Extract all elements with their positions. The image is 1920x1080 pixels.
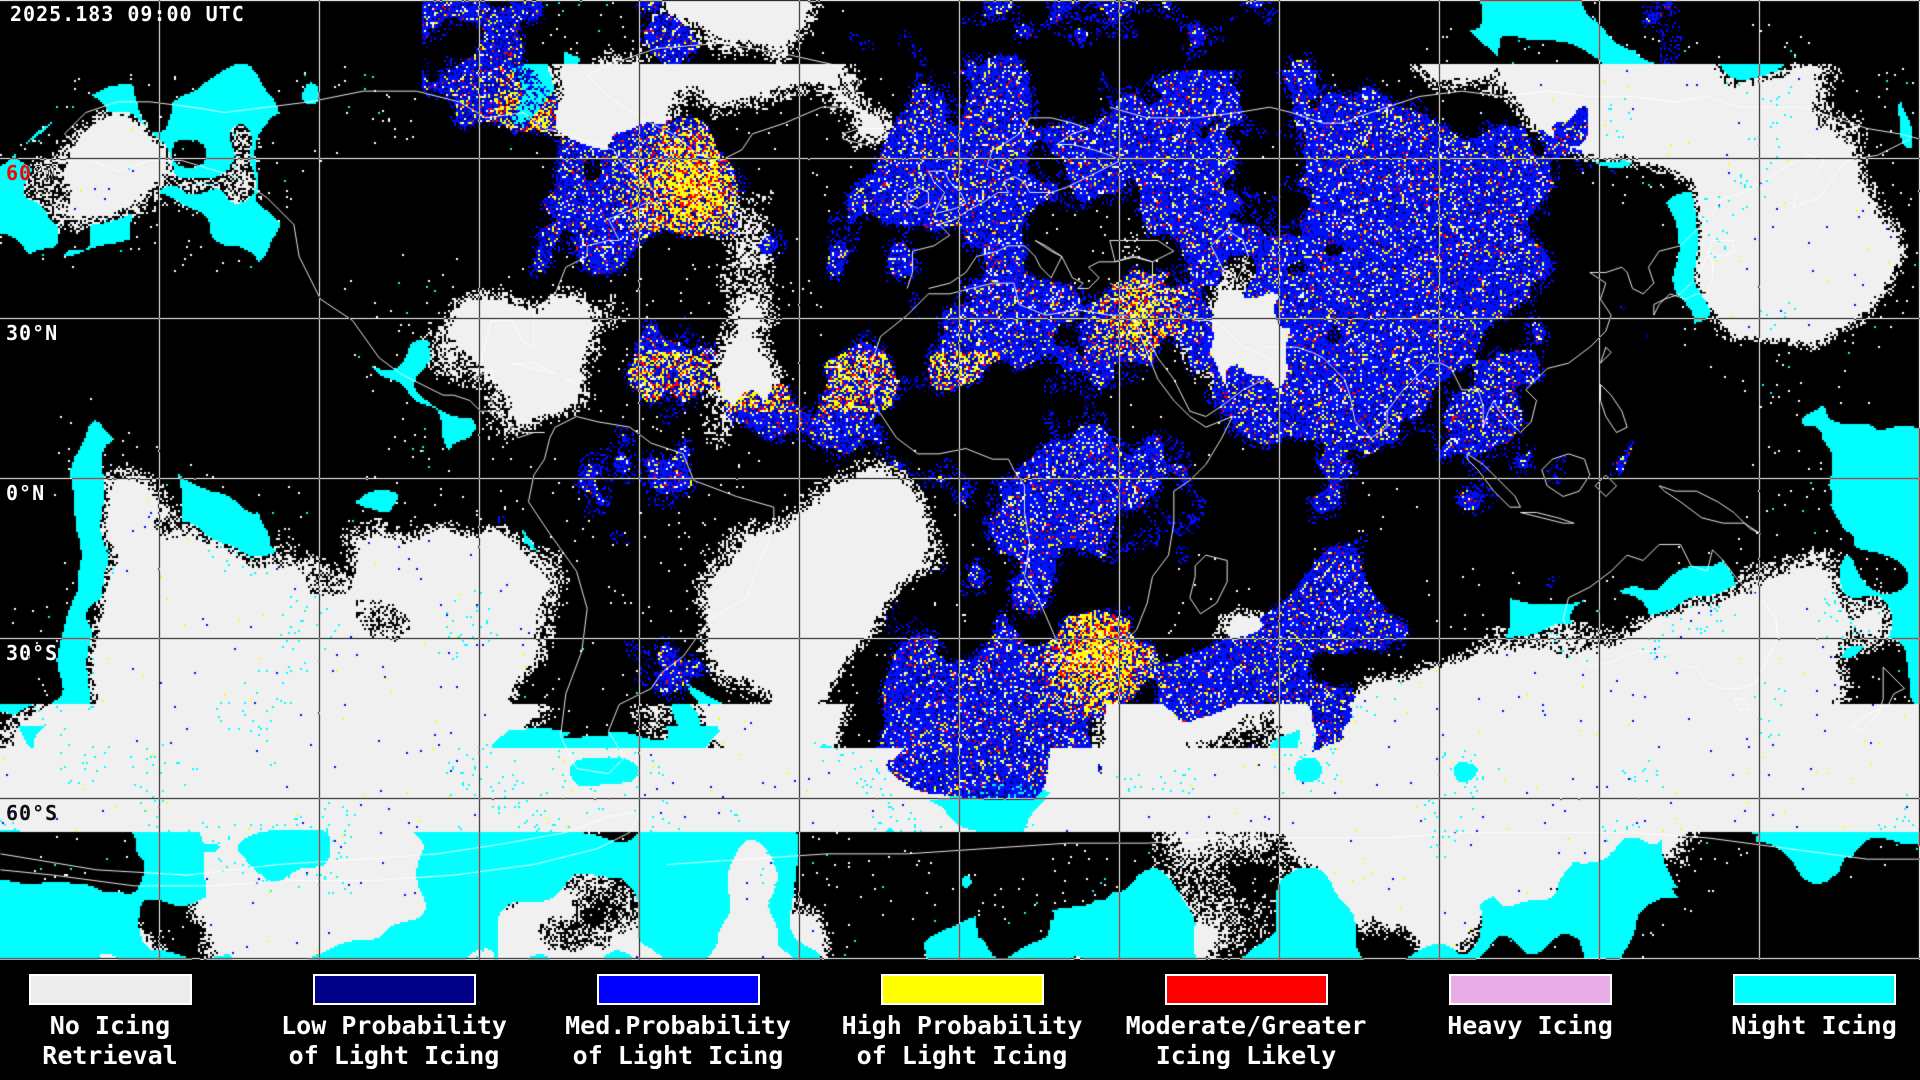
legend-item-high-prob: High Probability of Light Icing: [817, 974, 1107, 1071]
legend-item-heavy: Heavy Icing: [1385, 974, 1675, 1041]
legend-label: Night Icing: [1669, 1011, 1920, 1041]
legend-label: Med.Probability of Light Icing: [533, 1011, 823, 1071]
legend-item-night: Night Icing: [1669, 974, 1920, 1041]
legend-label-line1: Low Probability: [281, 1011, 507, 1040]
legend-label: No Icing Retrieval: [0, 1011, 255, 1071]
legend-label: Moderate/Greater Icing Likely: [1101, 1011, 1391, 1071]
legend-label-line1: Moderate/Greater: [1125, 1011, 1367, 1040]
legend-label-line2: Icing Likely: [1155, 1041, 1337, 1070]
lat-label-0: 0°N: [6, 481, 46, 505]
legend-item-low-prob: Low Probability of Light Icing: [249, 974, 539, 1071]
map-area: 2025.183 09:00 UTC 60°N 30°N 0°N 30°S 60…: [0, 0, 1920, 960]
legend-label: Low Probability of Light Icing: [249, 1011, 539, 1071]
legend-swatch-night: [1732, 974, 1896, 1005]
legend-label-line1: No Icing: [49, 1011, 171, 1040]
lat-label-30n: 30°N: [6, 321, 59, 345]
legend-label-line1: Night Icing: [1731, 1011, 1897, 1040]
legend-label: High Probability of Light Icing: [817, 1011, 1107, 1071]
lat-label-60s: 60°S: [6, 801, 59, 825]
legend-item-no-icing: No Icing Retrieval: [0, 974, 255, 1071]
global-icing-map-canvas: [0, 0, 1920, 960]
legend-item-med-prob: Med.Probability of Light Icing: [533, 974, 823, 1071]
timestamp-label: 2025.183 09:00 UTC: [10, 2, 245, 26]
legend-label-line1: High Probability: [841, 1011, 1083, 1040]
legend-label: Heavy Icing: [1385, 1011, 1675, 1041]
legend-swatch-no-icing: [28, 974, 192, 1005]
legend-label-line1: Heavy Icing: [1447, 1011, 1613, 1040]
legend-swatch-high-prob: [880, 974, 1044, 1005]
legend-swatch-heavy: [1448, 974, 1612, 1005]
lat-label-60n: 60°N: [6, 161, 59, 185]
legend-label-line2: of Light Icing: [288, 1041, 500, 1070]
legend-label-line2: Retrieval: [42, 1041, 178, 1070]
lat-label-30s: 30°S: [6, 641, 59, 665]
legend-item-moderate: Moderate/Greater Icing Likely: [1101, 974, 1391, 1071]
legend: No Icing Retrieval Low Probability of Li…: [0, 960, 1920, 1080]
legend-label-line1: Med.Probability: [565, 1011, 791, 1040]
legend-swatch-moderate: [1164, 974, 1328, 1005]
legend-label-line2: of Light Icing: [856, 1041, 1068, 1070]
legend-swatch-low-prob: [312, 974, 476, 1005]
legend-swatch-med-prob: [596, 974, 760, 1005]
legend-label-line2: of Light Icing: [572, 1041, 784, 1070]
